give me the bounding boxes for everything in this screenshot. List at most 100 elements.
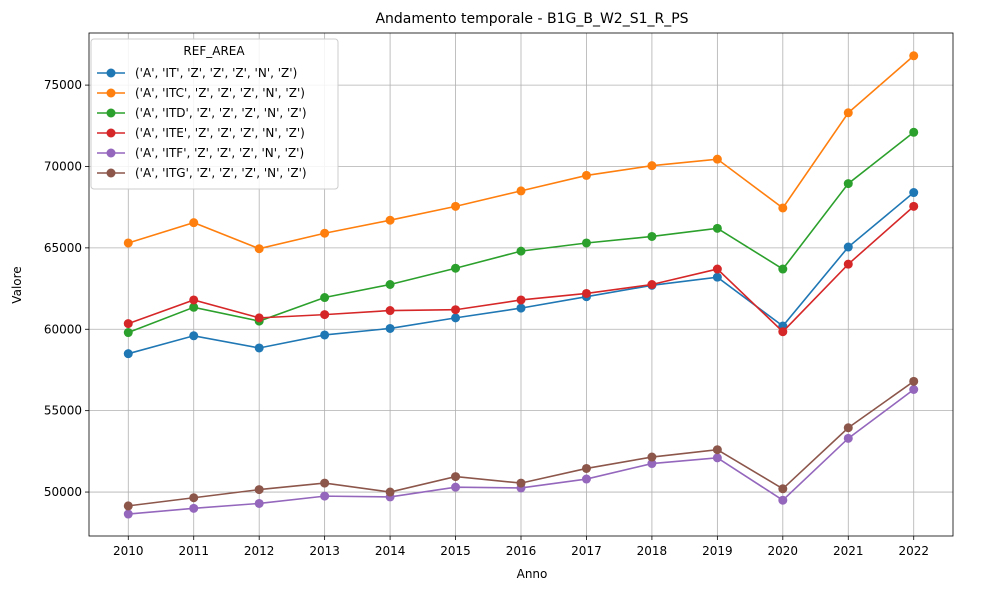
data-point [385, 215, 395, 225]
data-point [516, 186, 526, 196]
data-point [123, 328, 133, 338]
data-point [320, 310, 330, 320]
data-point [778, 484, 788, 494]
series-4 [123, 384, 919, 519]
legend-items: ('A', 'IT', 'Z', 'Z', 'Z', 'N', 'Z') ('A'… [97, 66, 307, 180]
data-point [320, 491, 330, 501]
legend-label: ('A', 'ITF', 'Z', 'Z', 'Z', 'N', 'Z') [135, 146, 304, 160]
data-point [451, 305, 461, 315]
x-tick-label: 2014 [375, 544, 406, 558]
legend-box [90, 38, 339, 190]
data-point [123, 501, 133, 511]
data-point [189, 493, 199, 503]
data-point [189, 503, 199, 513]
data-point [516, 295, 526, 305]
data-point [189, 302, 199, 312]
data-point [451, 263, 461, 273]
data-point [843, 242, 853, 252]
legend-item: ('A', 'ITC', 'Z', 'Z', 'Z', 'N', 'Z') [97, 86, 305, 100]
data-point [254, 485, 264, 495]
data-point [581, 463, 591, 473]
data-point [385, 280, 395, 289]
x-tick-label: 2018 [637, 544, 668, 558]
data-point [123, 238, 133, 248]
data-point [123, 319, 133, 329]
x-tick-label: 2013 [309, 544, 340, 558]
legend-swatch-marker [106, 148, 116, 158]
x-tick-label: 2016 [506, 544, 537, 558]
x-tick-label: 2021 [833, 544, 864, 558]
y-axis-label: Valore [10, 266, 24, 303]
y-tick-label: 50000 [44, 485, 82, 499]
series-1 [123, 51, 919, 254]
data-point [909, 384, 919, 394]
x-tick-label: 2020 [768, 544, 799, 558]
data-point [451, 201, 461, 211]
x-tick-label: 2012 [244, 544, 275, 558]
data-point [843, 108, 853, 118]
data-point [451, 472, 461, 482]
x-tick-label: 2011 [178, 544, 209, 558]
y-tick-label: 65000 [44, 241, 82, 255]
data-point [516, 478, 526, 488]
data-point [778, 203, 788, 213]
y-axis: 50000 55000 60000 65000 70000 75000 [44, 78, 89, 499]
legend-label: ('A', 'IT', 'Z', 'Z', 'Z', 'N', 'Z') [135, 66, 297, 80]
data-point [647, 161, 657, 171]
legend-label: ('A', 'ITD', 'Z', 'Z', 'Z', 'N', 'Z') [135, 106, 307, 120]
data-point [254, 498, 264, 508]
data-point [320, 478, 330, 488]
data-point [189, 295, 199, 305]
data-point [909, 188, 919, 198]
data-point [581, 170, 591, 180]
x-tick-label: 2017 [571, 544, 602, 558]
legend-swatch-marker [106, 88, 116, 98]
data-point [123, 349, 133, 359]
x-tick-label: 2019 [702, 544, 733, 558]
data-point [254, 244, 264, 254]
data-point [581, 288, 591, 298]
data-point [712, 154, 722, 164]
legend-item: ('A', 'IT', 'Z', 'Z', 'Z', 'N', 'Z') [97, 66, 297, 80]
data-point [909, 51, 919, 61]
y-tick-label: 55000 [44, 404, 82, 418]
y-tick-label: 75000 [44, 78, 82, 92]
data-point [581, 238, 591, 248]
data-point [647, 459, 657, 469]
data-point [712, 453, 722, 463]
y-tick-label: 70000 [44, 159, 82, 173]
legend-item: ('A', 'ITD', 'Z', 'Z', 'Z', 'N', 'Z') [97, 106, 307, 120]
data-point [712, 264, 722, 274]
data-point [712, 223, 722, 233]
data-point [843, 179, 853, 189]
data-point [778, 327, 788, 337]
data-point [123, 509, 133, 519]
legend-item: ('A', 'ITF', 'Z', 'Z', 'Z', 'N', 'Z') [97, 146, 304, 160]
data-point [385, 306, 395, 316]
x-axis-label: Anno [517, 567, 548, 581]
legend-swatch-marker [106, 168, 116, 178]
data-point [385, 323, 395, 333]
legend-item: ('A', 'ITE', 'Z', 'Z', 'Z', 'N', 'Z') [97, 126, 305, 140]
data-point [843, 423, 853, 433]
data-point [843, 433, 853, 443]
data-point [320, 330, 330, 340]
data-point [647, 231, 657, 241]
data-point [778, 495, 788, 505]
data-point [451, 313, 461, 323]
data-point [189, 331, 199, 341]
data-point [712, 272, 722, 282]
data-point [647, 280, 657, 289]
data-point [909, 376, 919, 386]
legend-item: ('A', 'ITG', 'Z', 'Z', 'Z', 'N', 'Z') [97, 166, 307, 180]
data-point [712, 445, 722, 455]
series-group [123, 51, 919, 519]
series-3 [123, 201, 919, 337]
data-point [516, 246, 526, 256]
data-point [254, 313, 264, 323]
data-point [516, 303, 526, 313]
data-point [647, 452, 657, 462]
legend: REF_AREA ('A', 'IT', 'Z', 'Z', 'Z', 'N',… [90, 38, 339, 190]
x-tick-label: 2010 [113, 544, 144, 558]
